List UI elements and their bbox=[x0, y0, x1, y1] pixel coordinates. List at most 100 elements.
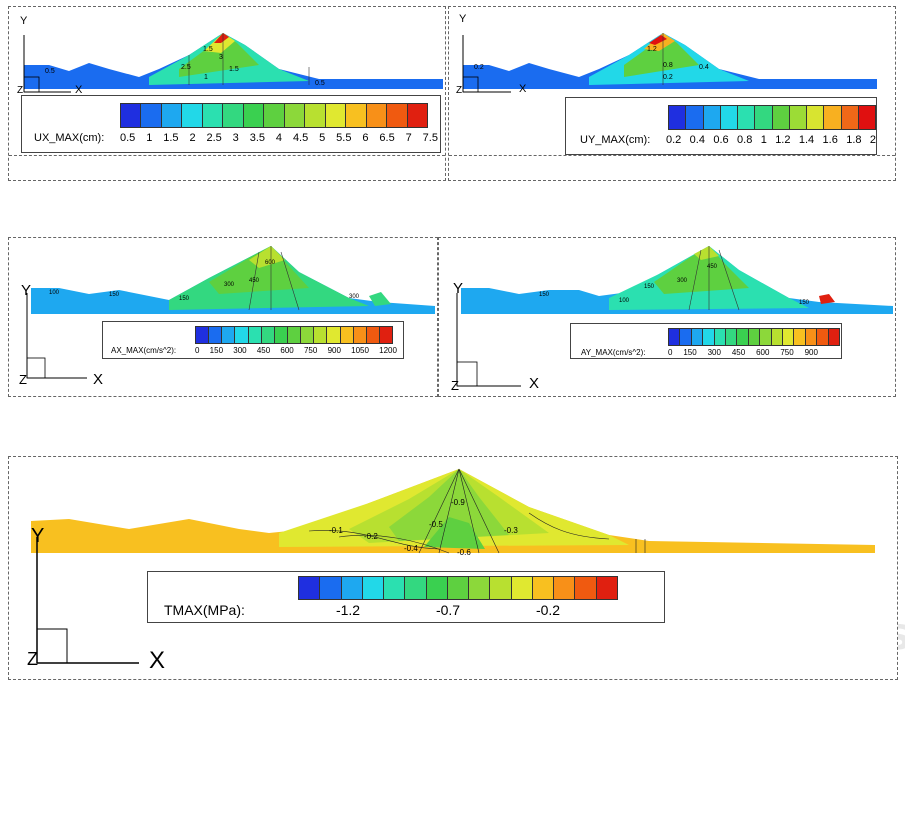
ux-tick-label: 6.5 bbox=[379, 132, 395, 144]
ux-tick-label: 4.5 bbox=[292, 132, 309, 144]
uy-axis-y-label: Y bbox=[459, 13, 467, 25]
ax-tick-label: 150 bbox=[209, 346, 224, 355]
ay-color-swatch bbox=[817, 329, 829, 345]
ux-color-swatch bbox=[223, 104, 244, 127]
ax-axis-x-label: X bbox=[93, 371, 104, 388]
ux-tick-label: 6 bbox=[362, 132, 369, 144]
tmax-contour-label-2: -0.2 bbox=[364, 532, 378, 541]
ux-color-swatch bbox=[325, 104, 347, 127]
ux-legend: UX_MAX(cm): 0.5 1 1.5 2 2.5 3 3.5 4 4.5 5 5.5 6 6.5 7… bbox=[21, 95, 441, 153]
uy-color-swatch bbox=[772, 106, 790, 129]
uy-legend: UY_MAX(cm): 0.2 0.4 0.6 0.8 1 1.2 1.4 1.6 1.8 2 bbox=[565, 97, 877, 155]
ax-color-swatch bbox=[209, 327, 223, 343]
ax-color-swatch bbox=[327, 327, 341, 343]
ux-color-swatch bbox=[121, 104, 142, 127]
ax-color-swatch bbox=[353, 327, 367, 343]
ax-color-swatch bbox=[274, 327, 288, 343]
tmax-tick-label: -0.2 bbox=[535, 602, 561, 618]
ax-color-swatch bbox=[261, 327, 275, 343]
ux-tick-label: 4 bbox=[275, 132, 283, 144]
ax-color-swatch bbox=[222, 327, 236, 343]
uy-contour-label-2: 1.2 bbox=[647, 46, 657, 53]
ay-axis-y-label: Y bbox=[453, 280, 464, 297]
tmax-axis-z-label: Z bbox=[27, 649, 38, 669]
ax-tick-label: 900 bbox=[327, 346, 341, 355]
uy-color-swatch bbox=[824, 106, 842, 129]
ay-color-swatch bbox=[691, 329, 704, 345]
tmax-contour-label-5: -0.4 bbox=[404, 544, 418, 553]
ax-color-swatch bbox=[235, 327, 249, 343]
ux-tick-label: 7 bbox=[405, 132, 412, 144]
ux-tick-label: 0.5 bbox=[120, 132, 136, 144]
uy-legend-title: UY_MAX(cm): bbox=[580, 134, 651, 146]
ay-color-swatch bbox=[680, 329, 692, 345]
ax-contour-label-2: 450 bbox=[249, 278, 260, 284]
ux-tick-label: 2.5 bbox=[206, 132, 222, 144]
tmax-contour-label-6: -0.6 bbox=[457, 548, 471, 557]
ay-axis-x-label: X bbox=[529, 375, 540, 392]
tmax-contour-label-3: -0.5 bbox=[429, 520, 443, 529]
tmax-tick-label: -0.7 bbox=[435, 602, 461, 618]
ay-color-swatch bbox=[726, 329, 738, 345]
ux-contour-label-3: 3 bbox=[219, 54, 223, 61]
panel-tmax: -0.1 -0.2 -0.5 -0.3 -0.4 -0.6 -0.9 Y X Z… bbox=[8, 456, 898, 680]
ay-contour-label-6: 150 bbox=[799, 300, 810, 306]
ax-axis-z-label: Z bbox=[19, 372, 27, 387]
tmax-color-swatch bbox=[426, 577, 448, 599]
ux-dam-section: 1.5 2.5 3 1.5 0.5 1 0.5 bbox=[23, 33, 443, 93]
ax-tick-label: 750 bbox=[303, 346, 318, 355]
ax-contour-label-6: 150 bbox=[109, 292, 120, 298]
ux-axis-y-label: Y bbox=[20, 15, 28, 27]
uy-color-swatch bbox=[720, 106, 738, 129]
ux-tick-label: 3.5 bbox=[249, 132, 265, 144]
tmax-contour-label-1: -0.1 bbox=[329, 526, 343, 535]
tmax-color-bar bbox=[298, 576, 618, 600]
ay-contour-label-5: 100 bbox=[619, 298, 630, 304]
ay-tick-label: 300 bbox=[707, 348, 721, 357]
ay-dam-section: 300 150 450 150 100 150 bbox=[456, 246, 893, 387]
ux-color-swatch bbox=[407, 104, 428, 127]
ay-contour-label-3: 450 bbox=[707, 264, 718, 270]
uy-color-swatch bbox=[755, 106, 773, 129]
ax-legend-title: AX_MAX(cm/s^2): bbox=[111, 346, 177, 355]
uy-axis-x-label: X bbox=[519, 83, 527, 95]
ux-tick-label: 1 bbox=[146, 132, 153, 144]
uy-tick-label: 1.2 bbox=[775, 134, 791, 146]
ax-contour-label-4: 150 bbox=[179, 296, 190, 302]
uy-tick-label: 1 bbox=[760, 134, 767, 146]
uy-color-bar bbox=[668, 105, 876, 130]
uy-tick-label: 0.8 bbox=[737, 134, 753, 146]
panel-uy-max: 0.2 1.2 0.8 0.4 0.2 Y X Z UY_MAX(cm): 0.… bbox=[448, 6, 896, 181]
ax-tick-label: 0 bbox=[195, 346, 200, 355]
ux-tick-label: 5.5 bbox=[336, 132, 352, 144]
tmax-dam-section: -0.1 -0.2 -0.5 -0.3 -0.4 -0.6 -0.9 bbox=[31, 468, 875, 664]
ax-dam-section: 300 450 600 150 100 150 300 bbox=[26, 246, 435, 379]
ux-color-swatch bbox=[182, 104, 203, 127]
tmax-color-swatch bbox=[320, 577, 342, 599]
ux-color-swatch bbox=[202, 104, 224, 127]
tmax-color-swatch bbox=[596, 577, 617, 599]
panel-ax-max: 300 450 600 150 100 150 300 Y X Z AX_MAX… bbox=[8, 237, 438, 397]
uy-tick-label: 0.4 bbox=[689, 134, 705, 146]
ay-contour-label-4: 150 bbox=[539, 292, 550, 298]
ax-color-swatch bbox=[366, 327, 380, 343]
ay-color-swatch bbox=[783, 329, 795, 345]
tmax-contour-label-4: -0.3 bbox=[504, 526, 518, 535]
uy-color-swatch bbox=[738, 106, 756, 129]
uy-legend-ticks: 0.2 0.4 0.6 0.8 1 1.2 1.4 1.6 1.8 2 bbox=[666, 134, 876, 146]
ax-axis-y-label: Y bbox=[21, 282, 32, 299]
ay-color-swatch bbox=[669, 329, 681, 345]
ay-color-swatch bbox=[805, 329, 818, 345]
tmax-axis-x-label: X bbox=[149, 647, 166, 674]
ay-color-swatch bbox=[771, 329, 784, 345]
uy-color-swatch bbox=[789, 106, 807, 129]
ax-color-swatch bbox=[287, 327, 302, 343]
ay-legend-ticks: 0 150 300 450 600 750 900 bbox=[668, 348, 818, 357]
ay-legend-title: AY_MAX(cm/s^2): bbox=[581, 348, 646, 357]
ax-contour-label-3: 600 bbox=[265, 260, 276, 266]
tmax-color-swatch bbox=[575, 577, 597, 599]
tmax-legend-title: TMAX(MPa): bbox=[164, 602, 245, 618]
tmax-tick-label: -1.2 bbox=[335, 602, 361, 618]
ux-tick-label: 2 bbox=[189, 132, 196, 144]
ay-tick-label: 450 bbox=[731, 348, 746, 357]
